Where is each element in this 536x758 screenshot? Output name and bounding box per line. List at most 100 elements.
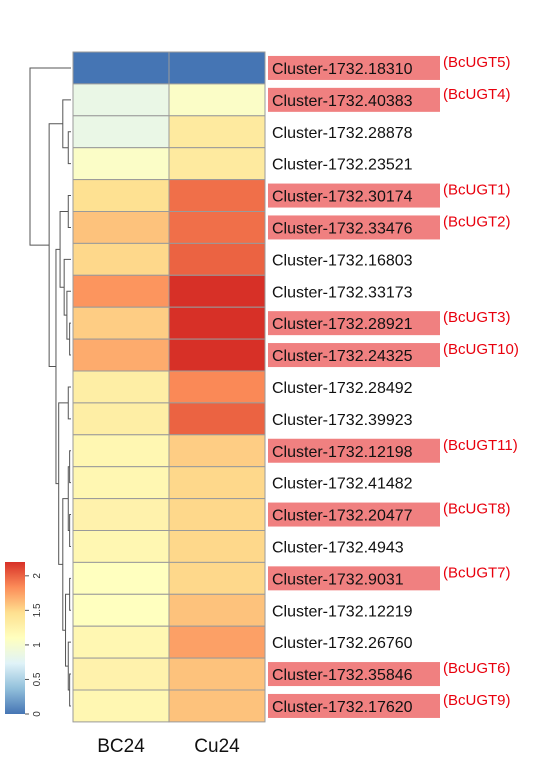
heatmap-cell: [72, 370, 170, 404]
highlight-box: [268, 662, 440, 687]
heatmap-cell: [168, 211, 266, 244]
scale-tick-label: 2: [32, 573, 43, 579]
column-label: BC24: [97, 736, 145, 757]
heatmap-cell: [72, 179, 170, 213]
row-label: Cluster-1732.33476: [272, 220, 413, 237]
highlight-box: [268, 215, 440, 240]
heatmap-cell: [168, 274, 266, 308]
dendrogram-branch: [69, 673, 71, 707]
dendrogram-branch: [63, 258, 71, 316]
dendrogram-branch: [69, 322, 71, 356]
scale-tick-label: 0.5: [32, 672, 43, 686]
scale-tick-label: 0: [32, 711, 43, 717]
row-label: Cluster-1732.9031: [272, 571, 404, 588]
row-label: Cluster-1732.30174: [272, 189, 413, 206]
heatmap-cell: [72, 402, 170, 436]
row-label: Cluster-1732.20477: [272, 508, 413, 525]
color-scale-legend: 0 0.5 1 1.5 2: [5, 562, 43, 717]
highlight-box: [268, 343, 440, 368]
heatmap-cell: [168, 657, 266, 691]
heatmap-cell: [168, 179, 266, 213]
heatmap-cell: [168, 147, 266, 181]
heatmap-cell: [168, 625, 266, 659]
heatmap-cell: [72, 625, 170, 659]
heatmap-cell: [72, 211, 170, 244]
row-label: Cluster-1732.33173: [272, 284, 413, 301]
heatmap-cell: [72, 83, 170, 117]
dendrogram-branch: [62, 99, 71, 149]
ugt-tag: (BcUGT8): [443, 501, 511, 518]
row-label: Cluster-1732.12198: [272, 444, 413, 461]
row-label: Cluster-1732.24325: [272, 348, 413, 365]
heatmap-cell: [72, 242, 170, 276]
dendrogram-branch: [67, 466, 70, 531]
heatmap-cell: [72, 561, 170, 595]
highlight-box: [268, 502, 440, 527]
heatmap-cell: [168, 83, 266, 117]
row-dendrogram: [29, 67, 71, 707]
row-label: Cluster-1732.40383: [272, 93, 413, 110]
dendrogram-branch: [67, 386, 71, 420]
heatmap-cell: [168, 306, 266, 340]
dendrogram-branch: [67, 195, 71, 228]
highlight-box: [268, 693, 440, 718]
row-label: Cluster-1732.4943: [272, 539, 404, 556]
dendrogram-branch: [66, 290, 71, 340]
row-label: Cluster-1732.41482: [272, 476, 413, 493]
row-label: Cluster-1732.39923: [272, 412, 413, 429]
row-labels: Cluster-1732.18310 (BcUGT5) Cluster-1732.4…: [268, 54, 519, 718]
dendrogram-branch: [58, 402, 69, 565]
heatmap-cell: [168, 370, 266, 404]
ugt-tag: (BcUGT11): [443, 437, 518, 454]
heatmap-cell: [168, 115, 266, 149]
heatmap-cell: [168, 242, 266, 276]
highlight-box: [268, 566, 440, 591]
dendrogram-branch: [69, 450, 71, 484]
heatmap-cell: [168, 498, 266, 532]
highlight-box: [268, 311, 440, 336]
dendrogram-branch: [65, 593, 70, 667]
ugt-tag: (BcUGT6): [443, 660, 511, 677]
scale-tick-label: 1: [32, 642, 43, 648]
heatmap-cells: [72, 51, 266, 723]
dendrogram-branch: [67, 131, 71, 165]
ugt-tag: (BcUGT7): [443, 564, 511, 581]
dendrogram-branch: [55, 248, 61, 485]
column-labels: BC24 Cu24: [97, 736, 240, 757]
ugt-tag: (BcUGT1): [443, 182, 511, 199]
heatmap-cell: [72, 115, 170, 149]
dendrogram-branch: [29, 67, 71, 246]
row-label: Cluster-1732.17620: [272, 699, 413, 716]
row-label: Cluster-1732.28921: [272, 316, 413, 333]
heatmap-cell: [72, 338, 170, 372]
row-label: Cluster-1732.35846: [272, 667, 413, 684]
heatmap-cell: [168, 434, 266, 468]
heatmap-cell: [72, 530, 170, 563]
heatmap-cell: [168, 466, 266, 500]
heatmap-cell: [72, 274, 170, 308]
highlight-box: [268, 87, 440, 112]
heatmap-cell: [72, 593, 170, 627]
row-label: Cluster-1732.28492: [272, 380, 413, 397]
highlight-box: [268, 183, 440, 208]
heatmap-cell: [168, 689, 266, 723]
row-label: Cluster-1732.23521: [272, 157, 413, 174]
row-label: Cluster-1732.26760: [272, 635, 413, 652]
heatmap-cell: [72, 657, 170, 691]
heatmap-cell: [72, 466, 170, 500]
color-scale-bar: [5, 562, 25, 714]
heatmap-cell: [168, 402, 266, 436]
heatmap-cell: [72, 498, 170, 532]
ugt-tag: (BcUGT10): [443, 341, 519, 358]
heatmap-cell: [168, 530, 266, 563]
dendrogram-branch: [69, 577, 71, 611]
heatmap-cell: [72, 434, 170, 468]
heatmap-cell: [72, 51, 170, 85]
heatmap-cell: [168, 593, 266, 627]
row-label: Cluster-1732.28878: [272, 125, 413, 142]
row-label: Cluster-1732.12219: [272, 603, 413, 620]
ugt-tag: (BcUGT9): [443, 692, 511, 709]
dendrogram-branch: [67, 641, 71, 691]
heatmap-cell: [72, 689, 170, 723]
